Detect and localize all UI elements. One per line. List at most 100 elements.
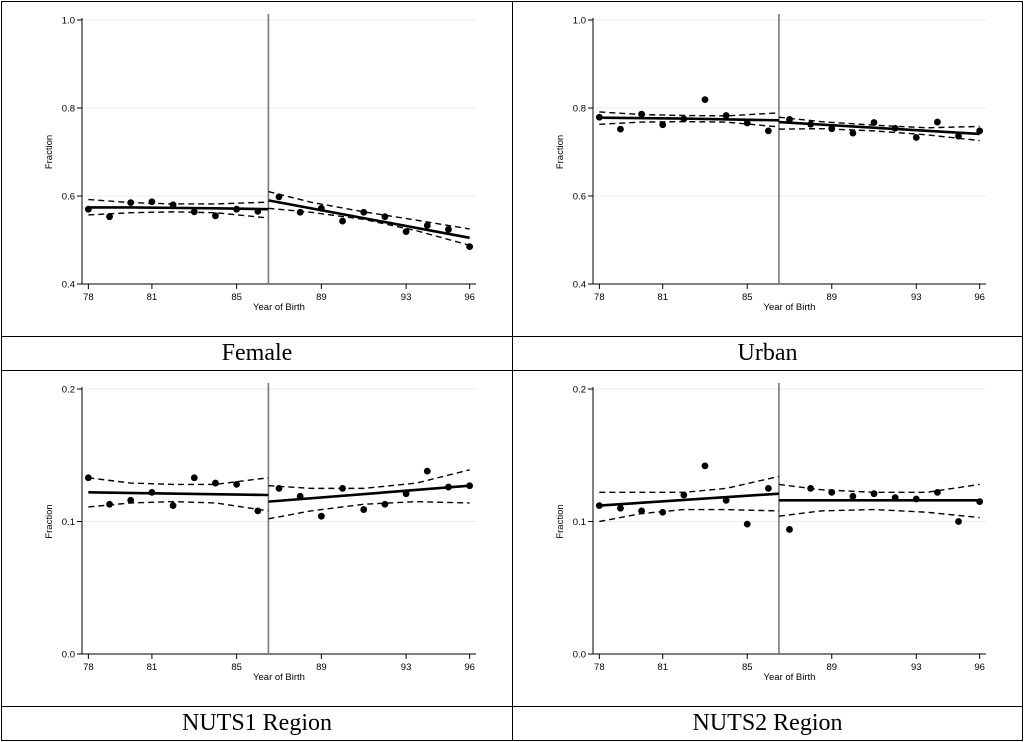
x-tick-label: 85 bbox=[231, 292, 242, 303]
data-point bbox=[595, 113, 603, 121]
ci-left-upper-line bbox=[599, 111, 779, 117]
data-point bbox=[659, 508, 667, 516]
data-point bbox=[275, 484, 283, 492]
x-axis-title: Year of Birth bbox=[253, 672, 305, 683]
data-point bbox=[638, 507, 645, 515]
y-tick-label: 0.1 bbox=[62, 517, 75, 528]
ci-right-upper-line bbox=[268, 469, 470, 490]
ci-right-lower-line bbox=[268, 500, 470, 520]
data-point bbox=[212, 479, 219, 487]
data-point bbox=[701, 96, 709, 104]
data-point bbox=[148, 198, 156, 206]
data-point bbox=[786, 526, 793, 533]
data-point bbox=[381, 213, 389, 221]
y-tick-label: 0.1 bbox=[573, 517, 586, 528]
data-point bbox=[849, 129, 857, 137]
ci-left-lower-line bbox=[88, 211, 269, 219]
x-tick-label: 93 bbox=[911, 292, 922, 303]
x-tick-label: 89 bbox=[826, 292, 837, 303]
data-point bbox=[402, 490, 410, 498]
fit-left-line bbox=[599, 492, 780, 507]
data-point bbox=[106, 500, 113, 508]
data-point bbox=[317, 512, 325, 520]
x-tick-label: 81 bbox=[147, 292, 158, 303]
fit-left-line bbox=[88, 206, 269, 211]
data-point bbox=[786, 116, 793, 123]
data-point bbox=[764, 484, 772, 492]
data-point bbox=[466, 243, 474, 251]
data-point bbox=[617, 504, 624, 512]
data-point bbox=[934, 488, 941, 496]
data-point bbox=[233, 205, 241, 213]
y-axis-title: Fraction bbox=[44, 504, 55, 538]
data-point bbox=[233, 481, 241, 488]
data-point bbox=[190, 474, 198, 482]
data-point bbox=[701, 462, 709, 470]
data-point bbox=[828, 488, 836, 496]
x-tick-label: 89 bbox=[826, 662, 837, 673]
x-tick-label: 93 bbox=[401, 662, 412, 673]
x-tick-label: 78 bbox=[594, 292, 605, 303]
data-point bbox=[976, 127, 984, 135]
data-point bbox=[891, 124, 899, 132]
data-point bbox=[148, 488, 156, 496]
ci-left-lower-line bbox=[88, 500, 269, 512]
y-tick-label: 0.6 bbox=[573, 192, 586, 203]
ci-left-upper-line bbox=[88, 198, 269, 205]
data-point bbox=[617, 125, 624, 133]
x-tick-label: 81 bbox=[657, 292, 668, 303]
data-point bbox=[743, 119, 751, 127]
data-point bbox=[659, 121, 667, 129]
data-point bbox=[402, 228, 410, 236]
chart-panel-urban: 0.4 0.6 0.8 1.0 78 81 85 89 93 96 Year of Birth Fra… bbox=[513, 2, 1022, 336]
x-tick-label: 96 bbox=[464, 662, 475, 673]
data-point bbox=[934, 118, 941, 126]
y-tick-label: 0.2 bbox=[62, 385, 75, 396]
chart-female: 0.4 0.6 0.8 1.0 78 81 85 89 93 96 Year of Birth Fra… bbox=[44, 14, 476, 313]
fit-left-line bbox=[88, 491, 269, 497]
data-point bbox=[680, 491, 688, 499]
frame-left-line bbox=[1, 1, 2, 741]
data-point bbox=[127, 199, 135, 207]
data-point bbox=[339, 217, 346, 225]
data-point bbox=[254, 208, 262, 215]
data-point bbox=[955, 132, 962, 140]
data-point bbox=[638, 110, 645, 118]
data-point bbox=[169, 201, 177, 209]
chart-urban: 0.4 0.6 0.8 1.0 78 81 85 89 93 96 Year of Birth Fra… bbox=[555, 14, 986, 313]
ci-left-upper-line bbox=[88, 477, 269, 486]
data-point bbox=[743, 520, 751, 528]
ci-right-lower-line bbox=[778, 127, 980, 142]
data-point bbox=[445, 483, 452, 491]
data-point bbox=[849, 492, 857, 500]
x-tick-label: 96 bbox=[464, 292, 475, 303]
data-point bbox=[254, 507, 262, 515]
data-point bbox=[466, 482, 474, 490]
data-point bbox=[870, 490, 878, 498]
data-point bbox=[807, 120, 815, 128]
y-tick-label: 0.6 bbox=[62, 192, 75, 203]
ci-left-upper-line bbox=[599, 475, 780, 494]
x-tick-label: 78 bbox=[594, 662, 605, 673]
x-axis-title: Year of Birth bbox=[764, 672, 816, 683]
caption-nuts1: NUTS1 Region bbox=[182, 710, 332, 736]
y-tick-label: 1.0 bbox=[573, 16, 586, 27]
data-point bbox=[317, 204, 325, 212]
data-point bbox=[127, 496, 135, 504]
data-point bbox=[722, 112, 730, 119]
data-point bbox=[84, 205, 92, 213]
x-tick-label: 96 bbox=[974, 292, 985, 303]
data-point bbox=[339, 484, 346, 492]
data-point bbox=[190, 208, 198, 216]
data-point bbox=[296, 492, 304, 500]
chart-panel-female: 0.4 0.6 0.8 1.0 78 81 85 89 93 96 Year of Birth Fra… bbox=[2, 2, 512, 336]
ci-right-lower-line bbox=[778, 508, 980, 519]
y-axis-title: Fraction bbox=[555, 504, 566, 538]
y-tick-label: 0.4 bbox=[62, 280, 75, 291]
x-tick-label: 89 bbox=[316, 292, 327, 303]
x-axis-title: Year of Birth bbox=[253, 302, 305, 313]
x-axis-title: Year of Birth bbox=[764, 302, 816, 313]
y-axis-title: Fraction bbox=[44, 135, 55, 169]
x-tick-label: 81 bbox=[147, 662, 158, 673]
